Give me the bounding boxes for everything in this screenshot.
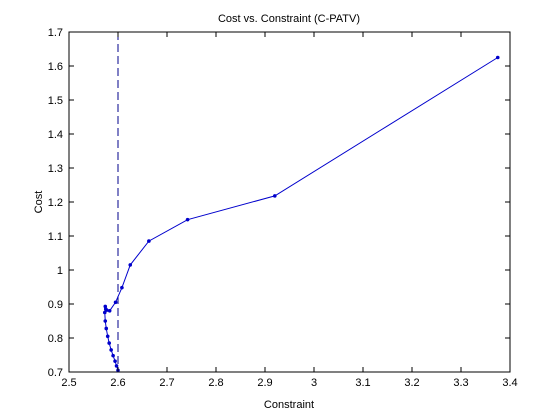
data-point [185, 217, 190, 222]
data-point [495, 55, 500, 60]
data-point [109, 348, 113, 352]
data-point [113, 300, 118, 305]
plot-frame [68, 31, 511, 373]
x-tick-label: 3.3 [453, 377, 468, 389]
y-tick-label: 1.5 [48, 95, 63, 107]
y-axis-label: Cost [33, 191, 45, 214]
x-axis-label: Constraint [264, 399, 314, 411]
y-tick-label: 1.4 [48, 129, 63, 141]
x-tick-label: 2.6 [110, 377, 125, 389]
data-point [107, 309, 112, 313]
y-tick-label: 1 [57, 265, 63, 277]
x-tick-label: 3 [311, 377, 317, 389]
y-tick-label: 1.2 [48, 197, 63, 209]
x-tick-label: 2.8 [208, 377, 223, 389]
y-tick-label: 1.3 [48, 163, 63, 175]
y-tick-label: 1.6 [48, 61, 63, 73]
data-point [104, 326, 109, 331]
data-point [114, 364, 119, 368]
data-point [103, 304, 108, 309]
data-point [147, 239, 151, 243]
data-point [120, 285, 124, 290]
data-point [103, 319, 108, 323]
x-tick-label: 2.9 [257, 377, 272, 389]
data-point [102, 310, 107, 315]
data-point [128, 263, 133, 267]
y-tick-label: 0.8 [48, 333, 63, 345]
chart-title: Cost vs. Constraint (C-PATV) [218, 13, 360, 25]
y-tick-label: 1.1 [48, 231, 63, 243]
x-tick-label: 2.7 [159, 377, 174, 389]
data-point [105, 334, 110, 339]
y-tick-label: 0.9 [48, 299, 63, 311]
data-point [273, 194, 277, 198]
x-axis-ticks: 2.5 2.6 2.7 2.8 2.9 3 3.1 3.2 3.3 3.4 [61, 32, 518, 389]
y-axis-ticks: 0.7 0.8 0.9 1 1.1 1.2 1.3 1.4 1.5 1.6 1.7 [48, 27, 510, 379]
data-point [111, 353, 115, 358]
y-tick-label: 0.7 [48, 367, 63, 379]
data-point [103, 307, 108, 311]
x-tick-label: 3.4 [502, 377, 517, 389]
y-tick-label: 1.7 [48, 27, 63, 39]
data-point [113, 359, 117, 363]
x-tick-label: 3.1 [355, 377, 370, 389]
x-tick-label: 2.5 [61, 377, 76, 389]
series-points [102, 55, 500, 373]
x-tick-label: 3.2 [404, 377, 419, 389]
data-point [107, 341, 111, 345]
